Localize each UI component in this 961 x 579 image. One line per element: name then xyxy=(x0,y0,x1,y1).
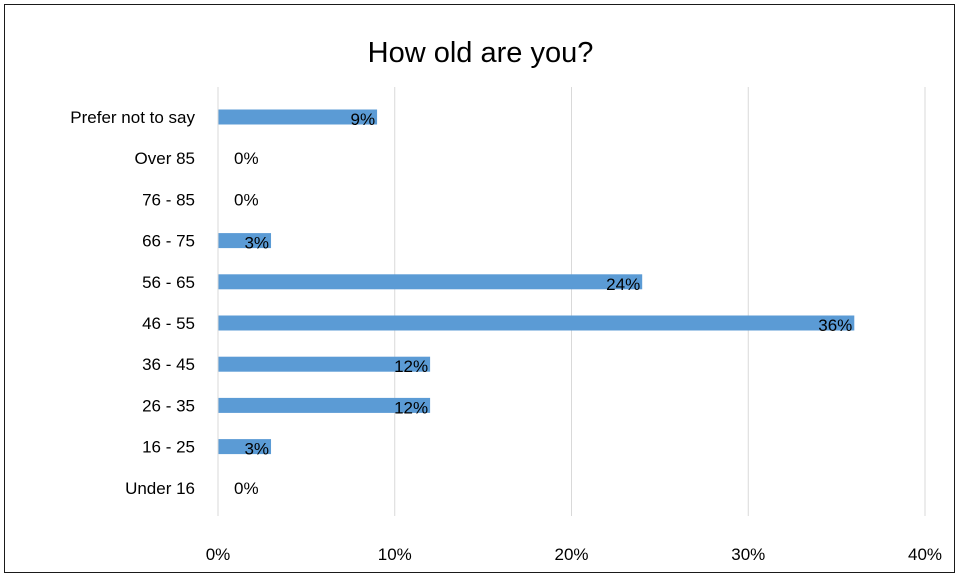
data-labels: 9% 0% 0% 3% 24% 36% 12% 12% 3% 0% xyxy=(234,110,852,498)
bar xyxy=(218,439,272,455)
x-tick-labels: 0% 10% 20% 30% 40% xyxy=(206,545,942,564)
data-label: 0% xyxy=(234,479,259,498)
data-label: 24% xyxy=(606,275,640,294)
data-label: 12% xyxy=(394,357,428,376)
category-label: 76 - 85 xyxy=(142,190,195,209)
data-label: 0% xyxy=(234,149,259,168)
bar xyxy=(218,109,378,125)
category-label: Over 85 xyxy=(135,149,195,168)
data-label: 3% xyxy=(244,234,269,253)
data-label: 12% xyxy=(394,398,428,417)
category-label: 66 - 75 xyxy=(142,232,195,251)
category-label: Prefer not to say xyxy=(70,108,195,127)
data-label: 3% xyxy=(244,440,269,459)
category-label: 16 - 25 xyxy=(142,438,195,457)
category-label: Under 16 xyxy=(125,479,195,498)
bar xyxy=(218,356,431,372)
chart-title: How old are you? xyxy=(367,37,594,69)
chart-frame: How old are you? Prefer not to say Over 8… xyxy=(4,4,955,573)
bar-chart-plot: Prefer not to say Over 85 76 - 85 66 - 75 56… xyxy=(70,87,942,564)
bar xyxy=(218,274,643,290)
bar xyxy=(218,233,272,249)
bars xyxy=(218,109,855,455)
bar xyxy=(218,315,855,331)
x-tick-label: 20% xyxy=(554,545,588,564)
data-label: 0% xyxy=(234,190,259,209)
x-tick-label: 30% xyxy=(731,545,765,564)
category-labels: Prefer not to say Over 85 76 - 85 66 - 75 56… xyxy=(70,108,195,498)
x-tick-label: 40% xyxy=(908,545,942,564)
category-label: 56 - 65 xyxy=(142,273,195,292)
x-tick-label: 0% xyxy=(206,545,231,564)
x-tick-label: 10% xyxy=(378,545,412,564)
category-label: 26 - 35 xyxy=(142,396,195,415)
gridlines xyxy=(394,87,926,516)
data-label: 9% xyxy=(350,110,375,129)
category-label: 36 - 45 xyxy=(142,355,195,374)
category-label: 46 - 55 xyxy=(142,314,195,333)
bar xyxy=(218,397,431,413)
data-label: 36% xyxy=(818,316,852,335)
